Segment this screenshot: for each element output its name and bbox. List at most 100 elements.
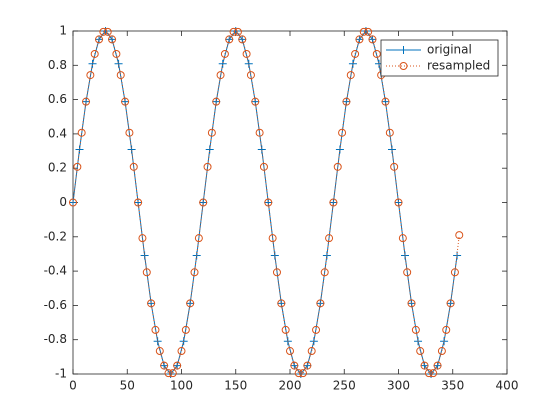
x-tick-label: 350 [441, 379, 464, 393]
data-point [125, 128, 134, 137]
data-point [403, 268, 412, 277]
data-point [329, 198, 338, 207]
data-point [433, 361, 442, 370]
data-point [411, 325, 420, 334]
data-point [108, 35, 117, 44]
data-point [173, 361, 182, 370]
data-point [268, 234, 277, 243]
data-point [138, 234, 147, 243]
data-point [82, 97, 91, 106]
data-point [361, 27, 370, 35]
data-point [372, 49, 381, 58]
x-tick-label: 0 [69, 379, 77, 393]
data-point [257, 145, 266, 154]
data-point [259, 162, 268, 171]
series [69, 27, 464, 378]
data-point [385, 128, 394, 137]
data-point [151, 325, 160, 334]
data-point [116, 71, 125, 80]
data-point [312, 325, 321, 334]
data-point [114, 59, 123, 68]
data-point [69, 198, 77, 207]
data-point [351, 49, 360, 58]
data-point [129, 162, 138, 171]
data-point [437, 347, 446, 356]
data-point [77, 128, 86, 137]
data-point [164, 369, 173, 378]
data-point [368, 35, 377, 44]
y-tick-label: 0.6 [48, 92, 67, 106]
data-point [294, 369, 303, 378]
data-point [346, 71, 355, 80]
data-point [348, 59, 357, 68]
data-point [338, 128, 347, 137]
data-point [134, 198, 143, 207]
data-point [303, 361, 312, 370]
data-point [342, 97, 351, 106]
data-point [429, 369, 438, 378]
data-point [255, 128, 264, 137]
data-point [455, 231, 464, 240]
plot-area [72, 30, 508, 375]
data-point [212, 97, 221, 106]
data-point [368, 35, 377, 44]
x-tick-label: 150 [224, 379, 247, 393]
data-point [355, 35, 364, 44]
data-point [390, 162, 399, 171]
data-point [320, 268, 329, 277]
data-point [242, 49, 251, 58]
data-point [325, 234, 334, 243]
data-point [433, 361, 442, 370]
data-point [155, 347, 164, 356]
data-point [394, 198, 403, 207]
data-point [364, 27, 373, 36]
data-point [416, 347, 425, 356]
y-tick-label: -1 [55, 367, 67, 381]
data-point [160, 361, 169, 370]
y-tick-label: -0.4 [44, 264, 67, 278]
data-point [186, 299, 195, 308]
data-point [134, 198, 143, 207]
data-point [307, 347, 316, 356]
data-point [101, 27, 110, 35]
data-point [229, 27, 238, 36]
data-point [205, 145, 214, 154]
data-point [99, 27, 108, 36]
data-point [427, 370, 436, 378]
data-point [108, 35, 117, 44]
legend-label: resampled [427, 59, 490, 73]
x-tick-label: 300 [387, 379, 410, 393]
data-point [316, 299, 325, 308]
x-tick-label: 50 [120, 379, 135, 393]
data-point [90, 49, 99, 58]
data-point [442, 325, 451, 334]
data-point [387, 145, 396, 154]
legend-marker [399, 46, 408, 54]
data-point [277, 299, 286, 308]
data-point [251, 97, 260, 106]
data-point [194, 234, 203, 243]
y-tick-label: 0 [59, 195, 67, 209]
data-point [86, 71, 95, 80]
data-point [281, 325, 290, 334]
x-tick-label: 100 [170, 379, 193, 393]
data-point [147, 299, 156, 308]
data-point [207, 128, 216, 137]
data-point [238, 35, 247, 44]
data-point [244, 59, 253, 68]
data-point [407, 299, 416, 308]
y-tick-label: -0.2 [44, 229, 67, 243]
data-point [95, 35, 104, 44]
data-point [420, 361, 429, 370]
data-point [290, 361, 299, 370]
data-point [103, 27, 112, 36]
data-point [286, 347, 294, 356]
data-point [303, 361, 312, 370]
data-point [212, 97, 221, 106]
data-point [424, 369, 433, 378]
data-point [127, 145, 136, 154]
x-tick-label: 250 [333, 379, 356, 393]
data-point [446, 299, 455, 308]
y-tick-label: 0.4 [48, 126, 67, 140]
